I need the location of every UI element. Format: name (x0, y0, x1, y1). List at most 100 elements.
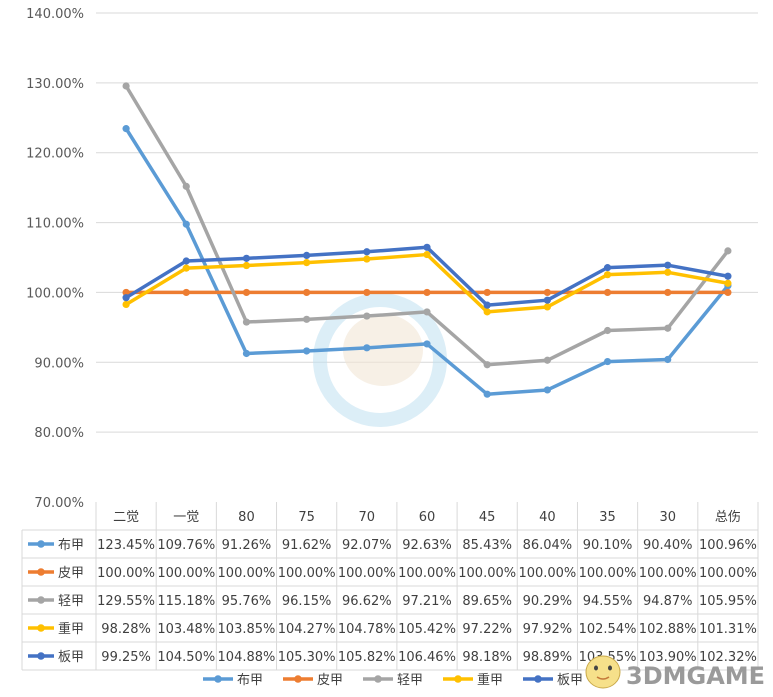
legend-item: 皮甲 (283, 673, 343, 688)
data-point (603, 271, 612, 279)
table-cell-value: 103.48% (157, 622, 215, 637)
table-legend-marker (37, 596, 45, 604)
legend-marker (534, 675, 542, 683)
data-point (603, 357, 612, 366)
data-point (122, 300, 130, 309)
table-cell-value: 102.54% (579, 622, 637, 637)
mascot-icon (585, 655, 621, 689)
table-cell-value: 100.00% (579, 566, 637, 581)
x-category-label: 一觉 (173, 510, 199, 525)
series-line (125, 252, 729, 314)
table-cell-value: 98.89% (523, 650, 573, 665)
data-point (242, 254, 251, 262)
data-point (242, 261, 251, 270)
table-legend-marker (37, 568, 45, 576)
data-point (242, 318, 251, 326)
data-point (423, 340, 431, 348)
table-series-name: 皮甲 (58, 566, 84, 581)
legend-item: 布甲 (203, 673, 263, 688)
y-tick-label: 70.00% (34, 496, 84, 511)
table-cell-value: 96.62% (342, 594, 392, 609)
y-tick-label: 140.00% (26, 7, 84, 22)
x-category-label: 35 (599, 510, 616, 525)
data-point (664, 355, 672, 364)
data-point (664, 324, 672, 332)
data-point (363, 255, 371, 263)
data-point (543, 303, 551, 311)
data-point (122, 288, 130, 297)
gridlines (96, 12, 758, 433)
table-cell-value: 100.00% (639, 566, 697, 581)
data-point (122, 82, 130, 90)
data-point (363, 344, 371, 352)
data-point (242, 349, 251, 358)
table-cell-value: 100.00% (699, 566, 757, 581)
y-tick-label: 110.00% (26, 217, 84, 232)
data-point (363, 248, 371, 256)
legend-item: 轻甲 (363, 673, 423, 688)
series-3 (122, 82, 732, 369)
table-cell-value: 104.27% (278, 622, 336, 637)
table-cell-value: 97.92% (523, 622, 573, 637)
legend-label: 皮甲 (317, 673, 343, 688)
table-cell-value: 103.90% (639, 650, 697, 665)
data-point (603, 288, 612, 297)
x-category-label: 70 (359, 510, 376, 525)
series-1 (122, 125, 732, 398)
table-cell-value: 105.42% (398, 622, 456, 637)
data-point (303, 258, 311, 267)
table-cell-value: 123.45% (97, 538, 155, 553)
table-series-name: 布甲 (58, 538, 84, 553)
legend-label: 轻甲 (397, 673, 423, 688)
data-point (303, 288, 311, 297)
table-cell-value: 90.40% (643, 538, 693, 553)
data-point (182, 220, 190, 228)
table-cell-value: 106.46% (398, 650, 456, 665)
y-tick-label: 130.00% (26, 77, 84, 92)
table-cell-value: 104.78% (338, 622, 396, 637)
legend: 布甲 皮甲 轻甲 重甲 板甲 (203, 672, 583, 688)
data-point (483, 288, 491, 297)
table-series-name: 重甲 (58, 621, 84, 637)
table-cell-value: 105.95% (699, 594, 757, 609)
data-point (182, 288, 190, 297)
data-point (303, 251, 311, 260)
series-2 (122, 288, 732, 297)
table-cell-value: 99.25% (101, 650, 151, 665)
table-cell-value: 100.00% (458, 566, 516, 581)
table-cell-value: 105.30% (278, 650, 336, 665)
table-legend-marker (37, 652, 45, 660)
y-tick-label: 80.00% (34, 426, 84, 441)
table-cell-value: 100.00% (398, 566, 456, 581)
brand-watermark: 3DMGAME (585, 655, 765, 690)
data-point (603, 326, 612, 335)
table-cell-value: 97.22% (462, 622, 512, 637)
series-lines (122, 82, 732, 398)
data-point (664, 268, 672, 276)
table-cell-value: 103.85% (218, 622, 276, 637)
legend-marker (294, 675, 302, 683)
x-category-label: 45 (479, 510, 496, 525)
x-category-label: 75 (298, 510, 315, 525)
data-point (182, 257, 190, 265)
series-4 (122, 250, 732, 316)
table-series-name: 板甲 (58, 650, 84, 665)
table-cell-value: 92.63% (402, 538, 452, 553)
y-tick-label: 100.00% (26, 286, 84, 301)
table-cell-value: 104.88% (218, 650, 276, 665)
legend-item: 重甲 (443, 672, 503, 688)
data-point (483, 301, 491, 309)
legend-marker (214, 675, 222, 683)
watermark-stamp (313, 293, 447, 427)
data-point (664, 288, 672, 297)
data-point (543, 356, 551, 364)
table-cell-value: 102.32% (699, 650, 757, 665)
x-category-label: 30 (659, 510, 676, 525)
table-cell-value: 109.76% (157, 538, 215, 553)
table-cell-value: 85.43% (462, 538, 512, 553)
table-cell-value: 94.55% (583, 594, 633, 609)
legend-label: 布甲 (237, 673, 263, 688)
table-cell-value: 100.00% (278, 566, 336, 581)
data-point (423, 250, 431, 259)
